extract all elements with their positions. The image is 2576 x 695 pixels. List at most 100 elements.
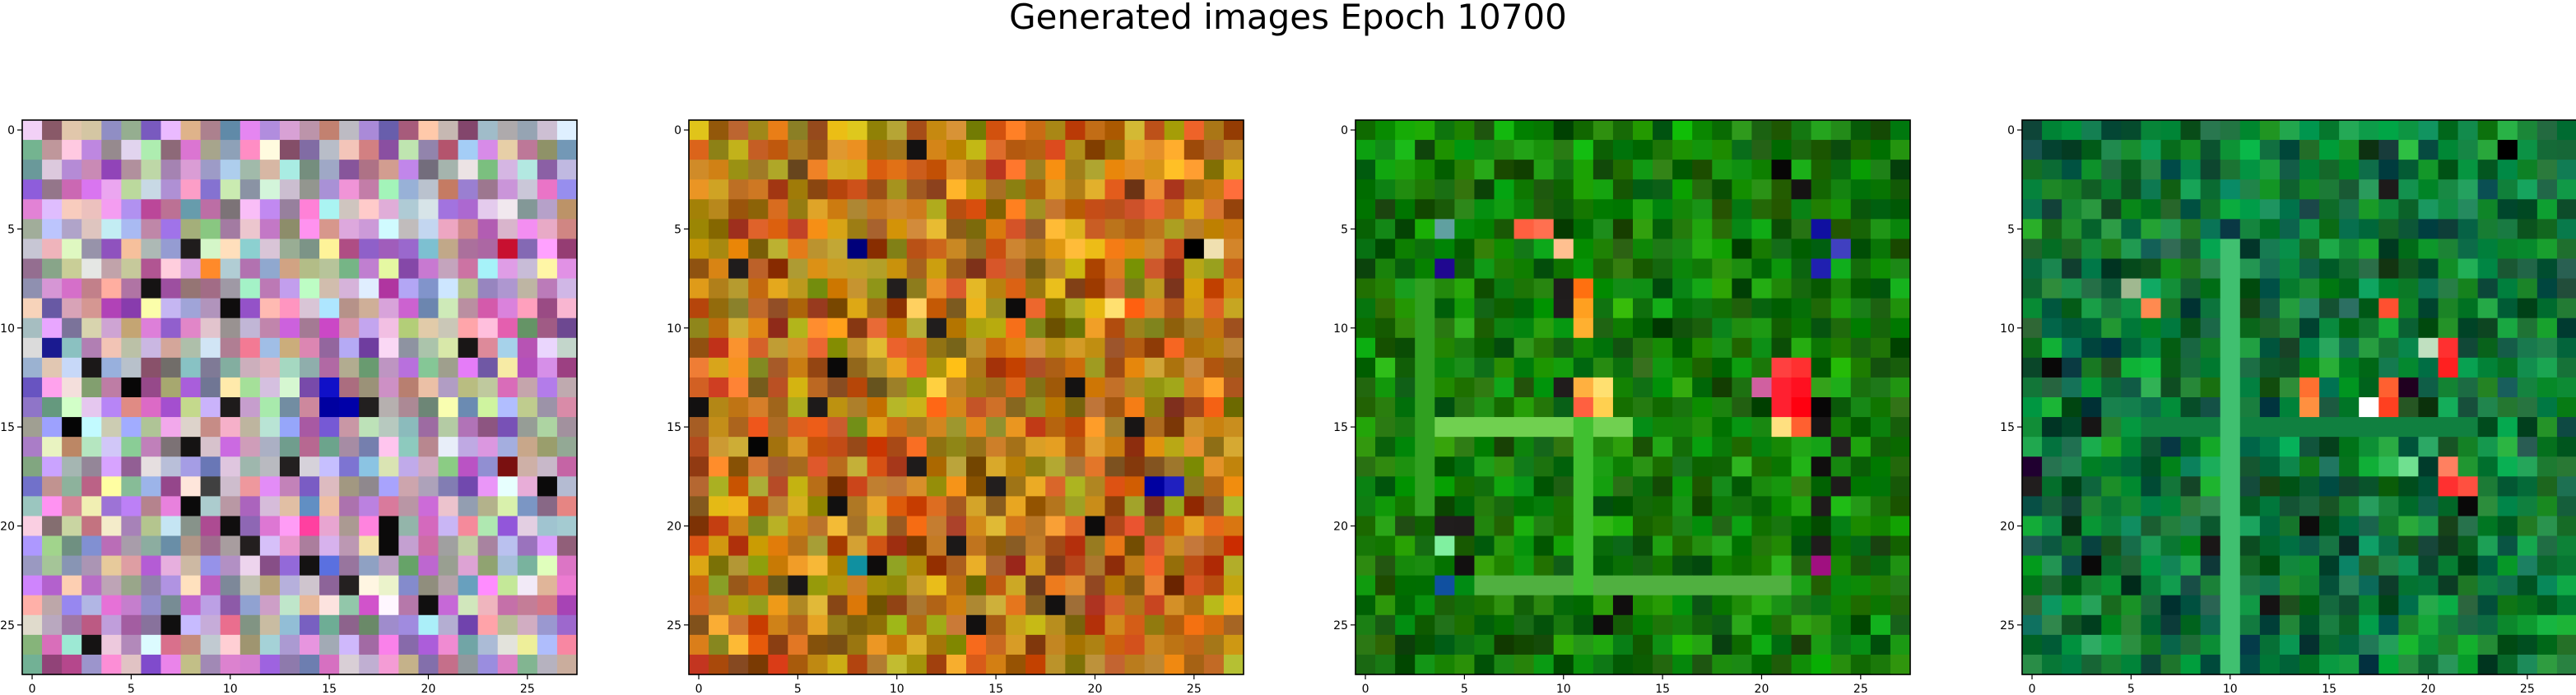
pixel-cell <box>42 575 63 596</box>
pixel-cell <box>160 397 182 418</box>
pixel-cell <box>1751 476 1773 497</box>
pixel-cell <box>1006 278 1026 299</box>
pixel-cell <box>1104 377 1126 398</box>
pixel-cell <box>418 397 439 418</box>
pixel-cell <box>2220 575 2241 596</box>
pixel-cell <box>1573 456 1594 477</box>
pixel-cell <box>1124 595 1146 616</box>
pixel-cell <box>1006 654 1026 675</box>
pixel-cell <box>1494 357 1515 378</box>
pixel-cell <box>906 417 928 438</box>
pixel-cell <box>1593 377 1614 398</box>
pixel-cell <box>1144 278 1165 299</box>
pixel-cell <box>2536 239 2558 260</box>
pixel-cell <box>1045 496 1066 517</box>
pixel-cell <box>22 140 43 160</box>
pixel-cell <box>2220 160 2241 180</box>
pixel-cell <box>867 239 888 260</box>
pixel-cell <box>1612 555 1634 577</box>
pixel-cell <box>2081 239 2102 260</box>
pixel-cell <box>398 437 420 457</box>
pixel-cell <box>2517 140 2538 160</box>
pixel-cell <box>2022 555 2043 577</box>
pixel-cell <box>2438 595 2459 616</box>
pixel-cell <box>1791 614 1812 636</box>
pixel-cell <box>1006 397 1026 418</box>
pixel-cell <box>22 120 43 141</box>
pixel-cell <box>438 278 459 299</box>
pixel-cell <box>81 258 102 280</box>
pixel-cell <box>42 160 63 180</box>
pixel-cell <box>259 199 281 220</box>
pixel-cell <box>220 595 241 616</box>
pixel-cell <box>2042 634 2062 656</box>
pixel-cell <box>1870 120 1891 141</box>
pixel-cell <box>2160 357 2182 378</box>
pixel-cell <box>62 278 82 299</box>
pixel-cell <box>807 239 829 260</box>
pixel-cell <box>1533 417 1555 438</box>
pixel-cell <box>556 160 578 180</box>
pixel-cell <box>81 317 102 339</box>
pixel-cell <box>1025 476 1046 497</box>
pixel-cell <box>398 160 420 180</box>
pixel-cell <box>2457 140 2479 160</box>
pixel-cell <box>2160 496 2182 517</box>
pixel-cell <box>867 298 888 319</box>
pixel-cell <box>2259 219 2281 240</box>
pixel-cell <box>1870 219 1891 240</box>
pixel-cell <box>748 199 769 220</box>
pixel-cell <box>2239 496 2261 517</box>
pixel-cell <box>200 239 221 260</box>
pixel-cell <box>2319 219 2340 240</box>
pixel-cell <box>2359 357 2379 378</box>
pixel-cell <box>1553 456 1574 477</box>
pixel-cell <box>2081 298 2102 319</box>
pixel-cell <box>2438 179 2459 200</box>
pixel-cell <box>220 535 241 557</box>
pixel-cell <box>2457 160 2479 180</box>
pixel-cell <box>379 654 399 675</box>
pixel-cell <box>1144 437 1165 457</box>
pixel-cell <box>1573 219 1594 240</box>
pixel-cell <box>926 595 947 616</box>
pixel-cell <box>1573 417 1594 438</box>
pixel-cell <box>1415 239 1435 260</box>
pixel-cell <box>1223 357 1244 378</box>
pixel-cell <box>2497 417 2518 438</box>
pixel-cell <box>1751 456 1773 477</box>
pixel-cell <box>1811 397 1832 418</box>
pixel-cell <box>886 298 908 319</box>
pixel-cell <box>1850 239 1872 260</box>
pixel-cell <box>2141 614 2162 636</box>
pixel-cell <box>847 239 868 260</box>
pixel-cell <box>2042 437 2062 457</box>
pixel-cell <box>537 317 558 339</box>
pixel-cell <box>279 199 300 220</box>
pixel-cell <box>180 377 202 398</box>
pixel-cell <box>1454 140 1476 160</box>
pixel-cell <box>1732 417 1753 438</box>
pixel-cell <box>180 496 202 517</box>
pixel-cell <box>1183 357 1205 378</box>
pixel-cell <box>537 278 558 299</box>
pixel-cell <box>2081 199 2102 220</box>
pixel-cell <box>1045 397 1066 418</box>
pixel-cell <box>788 239 809 260</box>
pixel-cell <box>748 555 769 577</box>
pixel-cell <box>807 377 829 398</box>
pixel-cell <box>2378 120 2399 141</box>
pixel-cell <box>1474 219 1495 240</box>
pixel-cell <box>1454 397 1476 418</box>
pixel-cell <box>1672 535 1693 557</box>
pixel-cell <box>1633 476 1653 497</box>
pixel-cell <box>2457 456 2479 477</box>
pixel-cell <box>2101 278 2122 299</box>
pixel-cell <box>1593 258 1614 280</box>
pixel-cell <box>22 595 43 616</box>
pixel-cell <box>1395 179 1416 200</box>
pixel-cell <box>1006 239 1026 260</box>
pixel-cell <box>1494 614 1515 636</box>
pixel-cell <box>1065 140 1086 160</box>
pixel-cell <box>160 634 182 656</box>
